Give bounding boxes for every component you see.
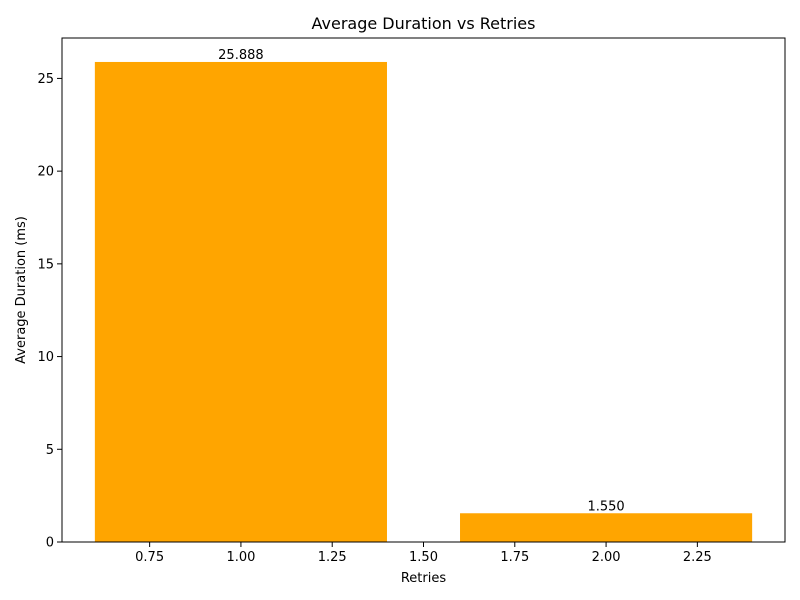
y-tick-label: 10 bbox=[37, 350, 54, 365]
y-tick-label: 15 bbox=[37, 257, 54, 272]
bar-value-label: 1.550 bbox=[587, 499, 624, 514]
bar-labels-group: 25.888 1.550 bbox=[218, 48, 625, 514]
bar-value-label: 25.888 bbox=[218, 48, 264, 63]
x-axis: 0.75 1.00 1.25 1.50 1.75 2.00 2.25 bbox=[135, 542, 712, 565]
y-axis-title: Average Duration (ms) bbox=[14, 216, 29, 364]
chart-title: Average Duration vs Retries bbox=[312, 14, 536, 33]
x-tick-label: 1.25 bbox=[318, 550, 347, 565]
bar-retries-1 bbox=[94, 61, 387, 543]
y-tick-label: 25 bbox=[37, 72, 54, 87]
bars-group bbox=[94, 61, 753, 543]
y-tick-label: 5 bbox=[46, 443, 54, 458]
x-axis-title: Retries bbox=[401, 571, 446, 586]
x-tick-label: 1.00 bbox=[226, 550, 255, 565]
x-tick-label: 2.25 bbox=[683, 550, 712, 565]
x-tick-label: 0.75 bbox=[135, 550, 164, 565]
x-tick-label: 2.00 bbox=[592, 550, 621, 565]
bar-retries-2 bbox=[460, 513, 753, 542]
y-axis: 0 5 10 15 20 25 bbox=[37, 72, 62, 551]
y-tick-label: 20 bbox=[37, 165, 54, 180]
x-tick-label: 1.50 bbox=[409, 550, 438, 565]
y-tick-label: 0 bbox=[46, 536, 54, 551]
x-tick-label: 1.75 bbox=[500, 550, 529, 565]
